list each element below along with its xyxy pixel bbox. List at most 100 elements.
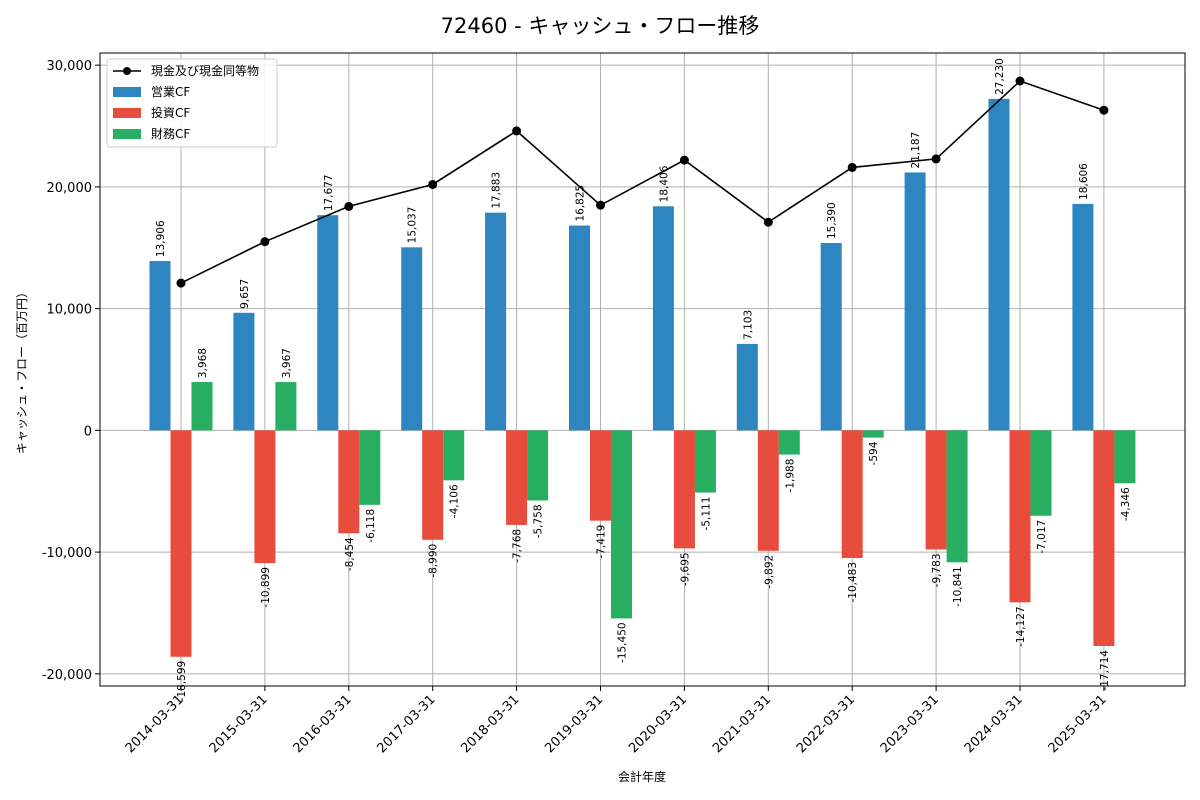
bar-investing	[673, 430, 695, 549]
data-label: -18,599	[176, 661, 188, 702]
x-tick-label: 2016-03-31	[291, 692, 355, 756]
x-tick-label: 2019-03-31	[542, 692, 606, 756]
bar-financing	[191, 382, 213, 431]
y-tick-label: 20,000	[47, 181, 93, 196]
data-label: 3,968	[197, 348, 209, 378]
data-label: 17,883	[491, 172, 503, 209]
bar-investing	[1009, 430, 1031, 603]
data-label: -7,419	[596, 525, 608, 559]
legend-label-financing: 財務CF	[151, 126, 190, 141]
x-tick-label: 2015-03-31	[207, 692, 271, 756]
y-tick-label: 0	[84, 424, 92, 439]
bar-financing	[946, 430, 968, 563]
bar-investing	[422, 430, 444, 540]
data-label: -5,758	[533, 504, 545, 538]
data-label: 15,037	[407, 207, 419, 244]
bar-operating	[149, 261, 171, 431]
bar-investing	[841, 430, 863, 558]
bar-financing	[611, 430, 632, 619]
bar-financing	[275, 382, 297, 431]
data-label: -5,111	[700, 497, 712, 531]
data-label: -10,483	[847, 562, 859, 603]
bar-operating	[904, 172, 926, 431]
data-label: 18,406	[658, 165, 670, 202]
bar-financing	[359, 430, 381, 505]
data-label: 3,967	[281, 348, 293, 378]
legend-swatch-operating	[113, 87, 141, 97]
data-label: 15,390	[826, 202, 838, 239]
legend-box	[106, 58, 278, 148]
cash-point	[1099, 105, 1109, 115]
cash-line-path	[180, 80, 1105, 284]
x-tick-label: 2018-03-31	[458, 692, 522, 756]
y-axis-ticks: -20,000 -10,000 0 10,000 20,000 30,000	[42, 59, 100, 683]
cash-line	[176, 76, 1109, 288]
bar-operating	[1072, 203, 1094, 431]
data-label: -14,127	[1015, 606, 1027, 647]
bar-investing	[170, 430, 192, 657]
legend-swatch-financing	[113, 129, 141, 139]
data-label: -15,450	[617, 622, 629, 663]
bar-financing	[443, 430, 465, 481]
x-tick-label: 2020-03-31	[626, 692, 690, 756]
bar-operating	[820, 243, 842, 431]
legend-swatch-investing	[113, 108, 141, 118]
x-axis-label: 会計年度	[618, 769, 666, 784]
bar-investing	[925, 430, 947, 550]
data-label: -8,454	[344, 537, 356, 571]
data-label: -9,892	[763, 555, 775, 589]
x-tick-label: 2025-03-31	[1046, 692, 1110, 756]
data-label: -7,017	[1036, 520, 1048, 554]
x-tick-label: 2021-03-31	[710, 692, 774, 756]
data-label: -8,990	[428, 544, 440, 578]
data-label: 9,657	[239, 279, 251, 309]
y-tick-label: 10,000	[47, 303, 93, 318]
bar-investing	[506, 430, 528, 525]
bar-operating	[988, 98, 1010, 431]
cash-point	[344, 201, 354, 211]
data-label: -17,714	[1099, 650, 1111, 691]
data-label: 7,103	[742, 310, 754, 340]
data-label: -594	[868, 441, 880, 465]
data-label: 21,187	[910, 132, 922, 169]
data-label: -1,988	[784, 459, 796, 493]
bar-financing	[862, 430, 884, 438]
y-axis-label: キャッシュ・フロー（百万円）	[15, 286, 29, 454]
data-label: -4,106	[449, 484, 461, 518]
bars	[149, 98, 1136, 657]
bar-investing	[1093, 430, 1115, 646]
bar-operating	[569, 225, 590, 431]
chart-title: 72460 - キャッシュ・フロー推移	[441, 14, 760, 38]
cash-point	[596, 200, 605, 210]
bar-financing	[1114, 430, 1136, 484]
bar-investing	[254, 430, 276, 564]
data-label: -9,695	[679, 552, 691, 586]
cash-point	[931, 154, 941, 164]
legend-label-investing: 投資CF	[151, 105, 190, 120]
data-label: 18,606	[1078, 163, 1090, 200]
bar-financing	[527, 430, 549, 501]
bar-financing	[778, 430, 800, 455]
cash-point	[679, 155, 689, 165]
legend-label-operating: 営業CF	[151, 85, 190, 99]
x-tick-label: 2022-03-31	[794, 692, 858, 756]
data-label: 16,825	[575, 185, 587, 222]
legend-line-dot	[123, 67, 131, 75]
x-tick-label: 2023-03-31	[878, 692, 942, 756]
y-tick-label: 30,000	[47, 59, 93, 74]
data-labels: 13,906 9,657 17,677 15,037 17,883 16,825 18,40…	[155, 58, 1132, 701]
cash-point	[260, 237, 270, 247]
plot-frame	[99, 52, 1186, 687]
bar-investing	[590, 430, 611, 521]
x-tick-label: 2017-03-31	[374, 692, 438, 756]
x-tick-label: 2024-03-31	[962, 692, 1026, 756]
data-label: -4,346	[1120, 487, 1132, 521]
data-label: 13,906	[155, 220, 167, 257]
bar-financing	[1030, 430, 1052, 516]
y-tick-label: -20,000	[42, 668, 92, 683]
bar-operating	[736, 343, 758, 431]
bar-investing	[338, 430, 360, 534]
bar-operating	[401, 247, 423, 431]
y-tick-label: -10,000	[42, 546, 92, 561]
